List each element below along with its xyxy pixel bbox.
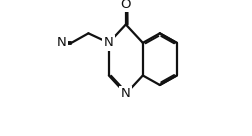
Text: O: O: [120, 0, 131, 11]
Text: N: N: [56, 36, 66, 49]
Text: N: N: [104, 36, 113, 49]
Text: N: N: [120, 87, 130, 100]
